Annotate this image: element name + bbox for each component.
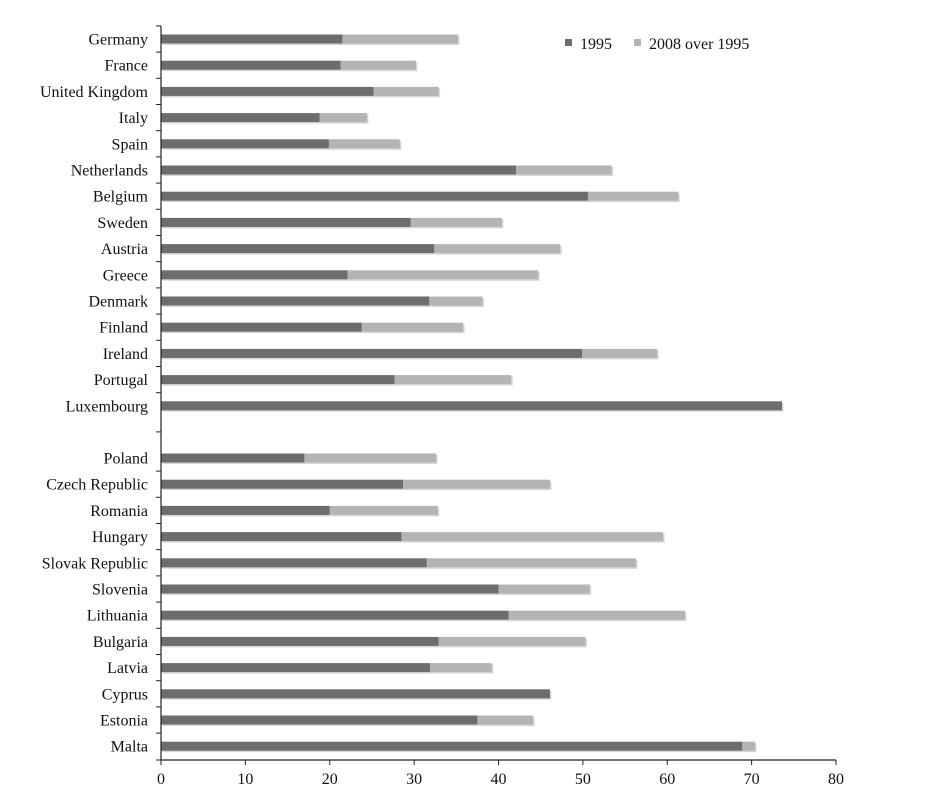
category-label-spain: Spain — [112, 136, 148, 153]
x-tick-label-20: 20 — [322, 771, 338, 788]
category-label-finland: Finland — [99, 320, 148, 337]
category-label-united-kingdom: United Kingdom — [40, 84, 149, 101]
bar-bulgaria-2008-over-1995 — [438, 636, 586, 646]
category-label-luxembourg: Luxembourg — [66, 398, 148, 415]
category-label-ireland: Ireland — [103, 346, 148, 363]
bar-slovak-republic-1995 — [161, 558, 427, 568]
bar-portugal-1995 — [161, 375, 395, 385]
bar-spain-1995 — [161, 139, 329, 149]
category-label-sweden: Sweden — [97, 215, 148, 232]
bar-estonia-2008-over-1995 — [477, 715, 534, 725]
bar-belgium-2008-over-1995 — [587, 191, 679, 201]
bar-hungary-2008-over-1995 — [401, 532, 664, 542]
legend: 1995 2008 over 1995 — [565, 36, 749, 53]
category-label-czech-republic: Czech Republic — [46, 477, 148, 494]
category-labels: Germany France United Kingdom Italy Spain Net… — [40, 32, 149, 756]
category-label-lithuania: Lithuania — [87, 608, 148, 625]
category-label-cyprus: Cyprus — [102, 686, 148, 703]
category-label-denmark: Denmark — [88, 294, 148, 311]
x-tick-label-10: 10 — [237, 771, 253, 788]
legend-label-1995: 1995 — [580, 36, 612, 53]
bar-italy-2008-over-1995 — [319, 113, 367, 123]
legend-swatch-2008-over-1995 — [634, 39, 641, 46]
bar-greece-1995 — [161, 270, 348, 280]
bar-sweden-2008-over-1995 — [410, 217, 502, 227]
bar-poland-1995 — [161, 453, 305, 463]
category-label-slovenia: Slovenia — [92, 582, 148, 599]
x-tick-label-30: 30 — [406, 771, 422, 788]
x-tick-label-0: 0 — [157, 771, 165, 788]
x-tick-label-70: 70 — [744, 771, 760, 788]
bar-austria-2008-over-1995 — [434, 244, 561, 254]
bar-france-2008-over-1995 — [340, 60, 416, 70]
bar-france-1995 — [161, 60, 341, 70]
category-label-netherlands: Netherlands — [71, 163, 148, 180]
bar-slovenia-1995 — [161, 584, 499, 594]
bar-netherlands-2008-over-1995 — [516, 165, 612, 175]
x-tick-label-40: 40 — [491, 771, 507, 788]
bar-lithuania-2008-over-1995 — [508, 610, 685, 620]
bar-czech-republic-2008-over-1995 — [403, 479, 550, 489]
category-label-italy: Italy — [119, 110, 148, 127]
category-label-france: France — [104, 58, 148, 75]
bar-netherlands-1995 — [161, 165, 517, 175]
bar-united-kingdom-1995 — [161, 86, 374, 96]
category-label-bulgaria: Bulgaria — [93, 634, 148, 651]
legend-swatch-1995 — [565, 39, 572, 46]
category-label-hungary: Hungary — [92, 529, 148, 546]
bar-romania-2008-over-1995 — [329, 505, 438, 515]
axes: 0 10 20 30 40 50 60 70 80 — [156, 25, 844, 788]
x-tick-label-50: 50 — [575, 771, 591, 788]
bar-estonia-1995 — [161, 715, 478, 725]
category-label-portugal: Portugal — [94, 372, 149, 389]
bar-romania-1995 — [161, 505, 330, 515]
bar-ireland-2008-over-1995 — [582, 348, 658, 358]
bar-greece-2008-over-1995 — [347, 270, 539, 280]
legend-label-2008-over-1995: 2008 over 1995 — [649, 36, 749, 53]
bar-denmark-1995 — [161, 296, 430, 306]
bar-bulgaria-1995 — [161, 636, 439, 646]
bars-layer — [161, 34, 784, 753]
bar-portugal-2008-over-1995 — [394, 375, 512, 385]
category-label-romania: Romania — [90, 503, 148, 520]
bar-italy-1995 — [161, 113, 320, 123]
bar-czech-republic-1995 — [161, 479, 404, 489]
bar-germany-1995 — [161, 34, 343, 44]
bar-slovak-republic-2008-over-1995 — [426, 558, 637, 568]
category-label-estonia: Estonia — [100, 713, 148, 730]
bar-finland-1995 — [161, 322, 362, 332]
bar-denmark-2008-over-1995 — [429, 296, 483, 306]
bar-lithuania-1995 — [161, 610, 509, 620]
bar-united-kingdom-2008-over-1995 — [373, 86, 439, 96]
bar-finland-2008-over-1995 — [361, 322, 464, 332]
bar-hungary-1995 — [161, 532, 402, 542]
bar-malta-2008-over-1995 — [742, 741, 755, 751]
bar-slovenia-2008-over-1995 — [498, 584, 590, 594]
bar-spain-2008-over-1995 — [328, 139, 400, 149]
x-tick-label-80: 80 — [828, 771, 844, 788]
x-tick-label-60: 60 — [659, 771, 675, 788]
category-label-belgium: Belgium — [93, 189, 149, 206]
category-label-slovak-republic: Slovak Republic — [42, 555, 148, 572]
bar-austria-1995 — [161, 244, 435, 254]
category-label-greece: Greece — [103, 267, 148, 284]
bar-latvia-2008-over-1995 — [430, 663, 492, 673]
bar-luxembourg-1995 — [161, 401, 782, 411]
category-label-poland: Poland — [104, 451, 148, 468]
bar-poland-2008-over-1995 — [304, 453, 437, 463]
category-label-latvia: Latvia — [107, 660, 148, 677]
category-label-austria: Austria — [101, 241, 148, 258]
bar-belgium-1995 — [161, 191, 588, 201]
bar-ireland-1995 — [161, 348, 583, 358]
bar-latvia-1995 — [161, 663, 431, 673]
bar-malta-1995 — [161, 741, 743, 751]
bar-cyprus-1995 — [161, 689, 550, 699]
bar-sweden-1995 — [161, 217, 411, 227]
category-label-malta: Malta — [111, 739, 148, 756]
bar-germany-2008-over-1995 — [342, 34, 458, 44]
category-label-germany: Germany — [88, 32, 148, 49]
